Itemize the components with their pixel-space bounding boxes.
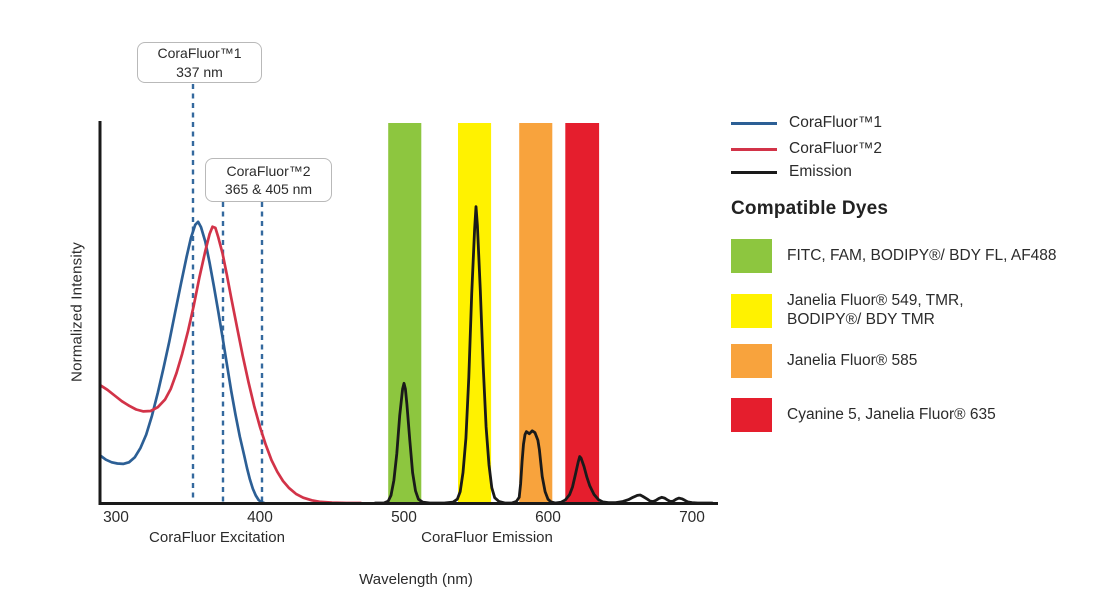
dye-label: Janelia Fluor® 585 [787,351,918,369]
x-tick-label-600: 600 [535,509,561,526]
series-curve [98,225,363,505]
dye-item-yellow: Janelia Fluor® 549, TMR, BODIPY®/ BDY TM… [731,292,964,329]
callout-corafluor2-value: 365 & 405 nm [224,181,313,197]
legend-line-black [731,170,777,174]
series-curve [98,220,266,505]
callout-corafluor1-337nm: CoraFluor™1 337 nm [137,42,262,83]
callout-corafluor2-365-405nm: CoraFluor™2 365 & 405 nm [205,158,332,202]
excitation-section-caption: CoraFluor Excitation [149,529,285,546]
dye-band-yellow-JF549-TMR-BODIPY-TMR [458,123,492,503]
callout-corafluor1-value: 337 nm [176,63,223,80]
x-axis-title: Wavelength (nm) [359,571,473,588]
dye-label: Janelia Fluor® 549, TMR, BODIPY®/ BDY TM… [787,292,964,328]
dye-band-green-FITC-FAM-BODIPY-FL-AF488 [388,123,422,503]
callout-corafluor1-title: CoraFluor™1 [157,45,242,62]
legend-item-label: Emission [789,163,852,180]
legend-line-red [731,147,777,151]
dye-bands-layer [388,123,600,503]
x-tick-label-300: 300 [103,509,129,526]
dye-item-green: FITC, FAM, BODIPY®/ BDY FL, AF488 [731,239,1057,273]
dye-swatch-yellow [731,293,772,328]
x-tick-label-500: 500 [391,509,417,526]
callout-corafluor2-title: CoraFluor™2 [226,162,311,179]
x-tick-label-700: 700 [679,509,705,526]
y-axis-label: Normalized Intensity [68,242,86,382]
dye-swatch-green [731,239,772,273]
x-tick-label-400: 400 [247,509,273,526]
dye-label: FITC, FAM, BODIPY®/ BDY FL, AF488 [787,246,1057,264]
dye-item-red: Cyanine 5, Janelia Fluor® 635 [731,398,996,432]
dye-item-orange: Janelia Fluor® 585 [731,344,917,378]
excitation-guide-lines-layer [191,84,264,503]
compatible-dyes-heading: Compatible Dyes [731,198,889,219]
dye-band-red-Cy5-JF635 [565,123,600,503]
legend-item-label: CoraFluor™1 [789,114,883,131]
dye-swatch-orange [731,344,772,378]
emission-section-caption: CoraFluor Emission [421,529,553,546]
legend-item-label: CoraFluor™2 [789,140,883,157]
legend-item-emission: Emission [731,163,852,181]
legend-item-corafluor2: CoraFluor™2 [731,140,882,158]
legend-panel: CoraFluor™1 CoraFluor™2 Emission Compati… [731,113,1103,443]
dye-label: Cyanine 5, Janelia Fluor® 635 [787,405,996,423]
legend-item-corafluor1: CoraFluor™1 [731,114,882,132]
legend-line-blue [731,121,777,125]
dye-swatch-red [731,398,772,432]
